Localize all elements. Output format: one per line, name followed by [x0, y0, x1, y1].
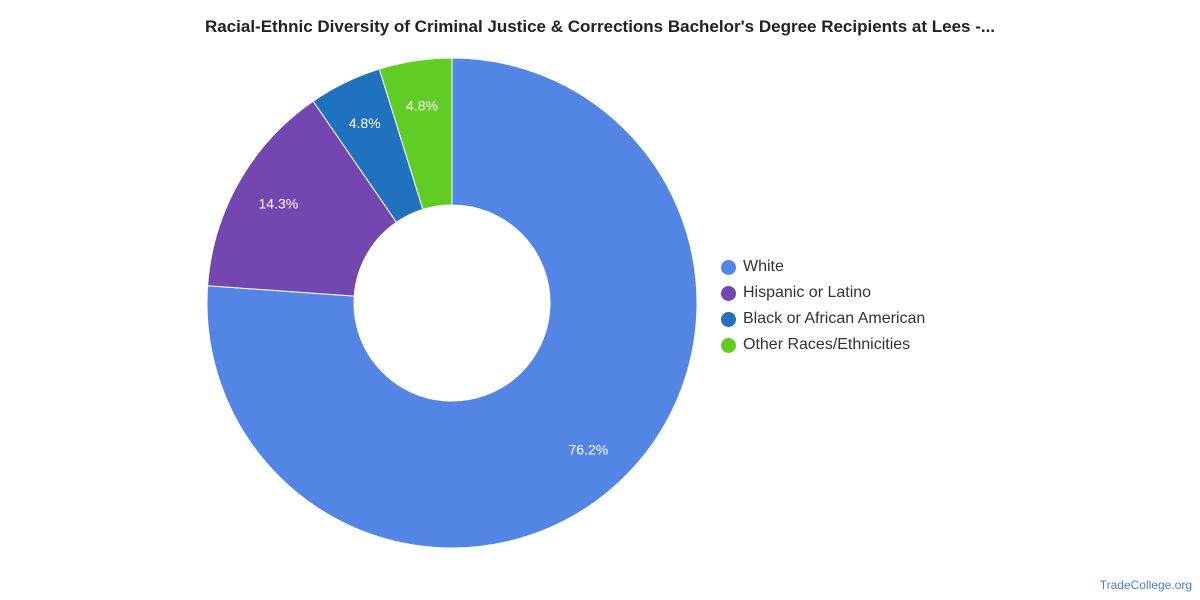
slice-hispanic[interactable]: [207, 100, 398, 297]
legend-swatch-hispanic: [721, 285, 736, 301]
slice-label-hispanic: 14.3%: [259, 196, 299, 212]
legend-label-black: Black or African American: [743, 310, 926, 327]
chart-title: Racial-Ethnic Diversity of Criminal Just…: [204, 17, 996, 36]
legend-label-other: Other Races/Ethnicities: [743, 336, 911, 353]
legend-item-other[interactable]: Other Races/Ethnicities: [721, 332, 925, 358]
legend-item-black[interactable]: Black or African American: [721, 306, 925, 332]
slice-label-other: 4.8%: [406, 97, 438, 113]
chart-legend: White Hispanic or Latino Black or Africa…: [721, 254, 925, 358]
slice-label-white: 76.2%: [568, 441, 608, 457]
legend-item-hispanic[interactable]: Hispanic or Latino: [721, 280, 925, 306]
legend-label-hispanic: Hispanic or Latino: [743, 284, 872, 301]
slice-label-black: 4.8%: [349, 115, 381, 131]
legend-swatch-white: [721, 259, 736, 275]
legend-swatch-black: [721, 311, 736, 327]
legend-label-white: White: [743, 258, 784, 275]
legend-swatch-other: [721, 337, 736, 353]
legend-item-white[interactable]: White: [721, 254, 925, 280]
slice-other[interactable]: [378, 57, 453, 211]
slice-white[interactable]: [206, 57, 698, 549]
source-watermark[interactable]: TradeCollege.org: [1099, 578, 1192, 592]
